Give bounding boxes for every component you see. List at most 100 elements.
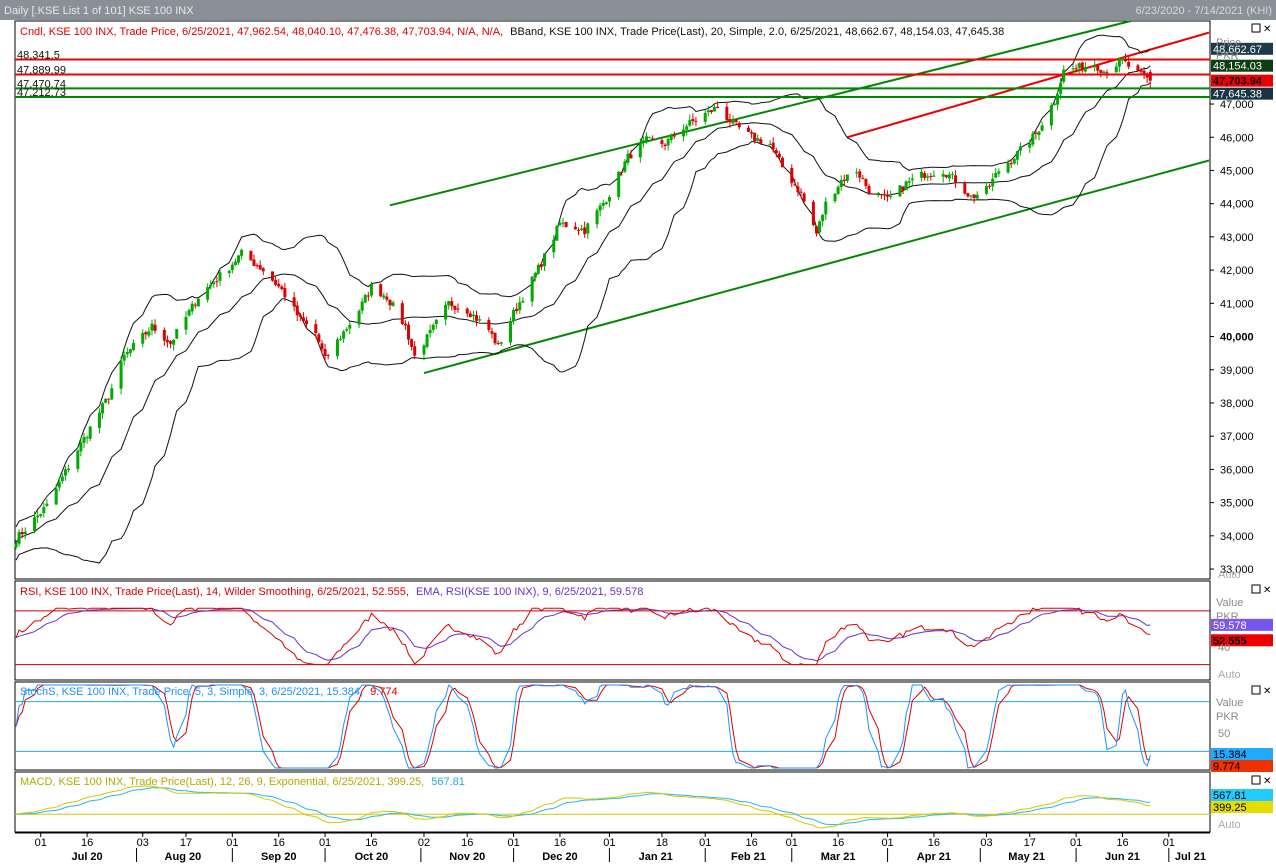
price-panel[interactable]: [14, 20, 1211, 580]
candle-body: [814, 226, 818, 234]
price-tick-label: 42,000: [1220, 265, 1254, 277]
candle-body: [824, 201, 828, 215]
candle-body: [23, 531, 27, 534]
candle-body: [682, 129, 686, 137]
price-panel-buttons[interactable]: ✕: [1251, 23, 1271, 35]
price-badge-4-bg: [1211, 87, 1273, 100]
level-label-3: 47,470.74: [17, 78, 66, 90]
candle-body: [147, 331, 151, 336]
candle-body: [431, 324, 435, 330]
candle-body: [499, 342, 503, 344]
price-settings-icon[interactable]: [1251, 23, 1261, 33]
candle-body: [923, 173, 927, 178]
x-tick-label: 16: [832, 837, 844, 849]
candle-body: [345, 328, 349, 331]
candle-body: [842, 179, 846, 182]
rsi-legend: RSI, KSE 100 INX, Trade Price(Last), 14,…: [20, 586, 643, 598]
x-month-label: Dec 20: [542, 851, 577, 863]
macd-panel[interactable]: [14, 771, 1211, 833]
candle-body: [586, 223, 590, 234]
candle-body: [271, 271, 275, 281]
candle-body: [944, 174, 948, 178]
candle-body: [521, 300, 525, 303]
candle-body: [780, 157, 784, 168]
macd-close-icon[interactable]: ✕: [1263, 776, 1271, 787]
candle-body: [212, 282, 216, 285]
candle-body: [669, 135, 673, 141]
candle-body: [490, 331, 494, 334]
candle-body: [144, 332, 148, 335]
x-tick-label: 16: [365, 837, 377, 849]
candle-body: [963, 183, 967, 194]
candle-body: [230, 264, 234, 271]
candle-body: [512, 309, 516, 321]
candle-body: [280, 286, 284, 290]
candle-body: [638, 142, 642, 158]
stoch-settings-icon[interactable]: [1251, 685, 1261, 695]
candle-body: [583, 227, 587, 235]
macd-panel-buttons[interactable]: ✕: [1251, 775, 1271, 787]
x-tick-label: 16: [745, 837, 757, 849]
rsi-badge-1: 59.578: [1213, 620, 1247, 632]
rsi-ema-line: [15, 607, 1151, 662]
stoch-badge-1-bg: [1211, 748, 1273, 760]
candle-body: [1083, 66, 1087, 72]
candle-body: [36, 515, 40, 518]
rsi-auto-button[interactable]: Auto: [1218, 669, 1241, 681]
x-month-label: Oct 20: [355, 851, 389, 863]
candle-body: [478, 319, 482, 321]
stoch-close-icon[interactable]: ✕: [1263, 686, 1271, 697]
x-month-label: Jul 21: [1175, 851, 1206, 863]
level-label-1: 48,341.5: [17, 49, 60, 61]
price-tick-label: 46,000: [1220, 132, 1254, 144]
candle-body: [725, 106, 729, 120]
candle-body: [468, 313, 472, 318]
candle-body: [1062, 69, 1066, 82]
candle-body: [947, 174, 951, 179]
candle-body: [564, 221, 568, 227]
candle-body: [833, 193, 837, 202]
candle-body: [314, 324, 318, 334]
candle-body: [898, 185, 902, 197]
rsi-settings-icon[interactable]: [1251, 584, 1261, 594]
candle-body: [413, 346, 417, 356]
stoch-panel-buttons[interactable]: ✕: [1251, 685, 1271, 697]
price-badge-3: 47,703.94: [1213, 76, 1263, 88]
candle-body: [277, 283, 281, 287]
trendline-green-1: [389, 20, 1131, 207]
candle-body: [292, 297, 296, 307]
candle-body: [453, 305, 457, 310]
candle-body: [941, 174, 945, 177]
price-auto-button[interactable]: Auto: [1218, 569, 1241, 581]
candle-body: [104, 398, 108, 403]
candle-body: [988, 185, 992, 187]
x-tick-label: 16: [461, 837, 473, 849]
candle-body: [509, 321, 513, 343]
x-tick-label: 16: [273, 837, 285, 849]
candle-body: [666, 139, 670, 146]
stoch-legend: StochS, KSE 100 INX, Trade Price, 5, 3, …: [20, 686, 398, 698]
candle-body: [580, 228, 584, 231]
candle-body: [1099, 69, 1103, 73]
candle-body: [1006, 162, 1010, 173]
price-tick-label: 41,000: [1220, 298, 1254, 310]
candle-body: [876, 193, 880, 195]
bband-upper: [15, 34, 1151, 528]
candle-body: [39, 514, 43, 516]
candle-body: [60, 476, 64, 482]
price-close-icon[interactable]: ✕: [1263, 24, 1271, 35]
candle-body: [407, 324, 411, 340]
stoch-panel[interactable]: [14, 681, 1211, 771]
candle-body: [209, 284, 213, 287]
rsi-close-icon[interactable]: ✕: [1263, 585, 1271, 596]
macd-settings-icon[interactable]: [1251, 775, 1261, 785]
candle-body: [45, 503, 49, 506]
x-month-label: Jul 20: [71, 851, 102, 863]
macd-auto-button[interactable]: Auto: [1218, 819, 1241, 831]
rsi-panel-buttons[interactable]: ✕: [1251, 584, 1271, 596]
price-tick-label: 45,000: [1220, 165, 1254, 177]
candle-body: [150, 323, 154, 331]
candle-body: [706, 110, 710, 113]
x-tick-label: 01: [699, 837, 711, 849]
